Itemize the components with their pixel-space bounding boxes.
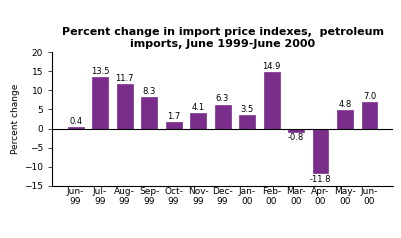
Bar bbox=[288, 129, 304, 132]
Title: Percent change in import price indexes,  petroleum
imports, June 1999-June 2000: Percent change in import price indexes, … bbox=[62, 27, 383, 49]
Text: 13.5: 13.5 bbox=[91, 67, 109, 76]
Text: 14.9: 14.9 bbox=[262, 62, 281, 71]
Text: 0.4: 0.4 bbox=[69, 117, 82, 126]
Bar bbox=[215, 104, 231, 129]
Bar bbox=[337, 110, 353, 129]
Text: 4.8: 4.8 bbox=[338, 100, 352, 109]
Text: -0.8: -0.8 bbox=[288, 133, 304, 142]
Bar bbox=[312, 129, 328, 174]
Bar bbox=[141, 97, 157, 129]
Text: 4.1: 4.1 bbox=[192, 103, 205, 112]
Text: 8.3: 8.3 bbox=[142, 87, 156, 96]
Bar bbox=[68, 127, 83, 129]
Bar bbox=[239, 115, 255, 129]
Text: 1.7: 1.7 bbox=[167, 112, 180, 121]
Bar bbox=[166, 122, 182, 129]
Bar bbox=[190, 113, 206, 129]
Y-axis label: Percent change: Percent change bbox=[11, 84, 20, 154]
Text: -11.8: -11.8 bbox=[310, 175, 331, 184]
Text: 3.5: 3.5 bbox=[241, 105, 254, 114]
Text: 6.3: 6.3 bbox=[216, 94, 229, 103]
Bar bbox=[263, 72, 279, 129]
Bar bbox=[117, 84, 133, 129]
Bar bbox=[92, 77, 108, 129]
Bar bbox=[362, 102, 377, 129]
Text: 7.0: 7.0 bbox=[363, 92, 376, 101]
Text: 11.7: 11.7 bbox=[115, 74, 134, 83]
